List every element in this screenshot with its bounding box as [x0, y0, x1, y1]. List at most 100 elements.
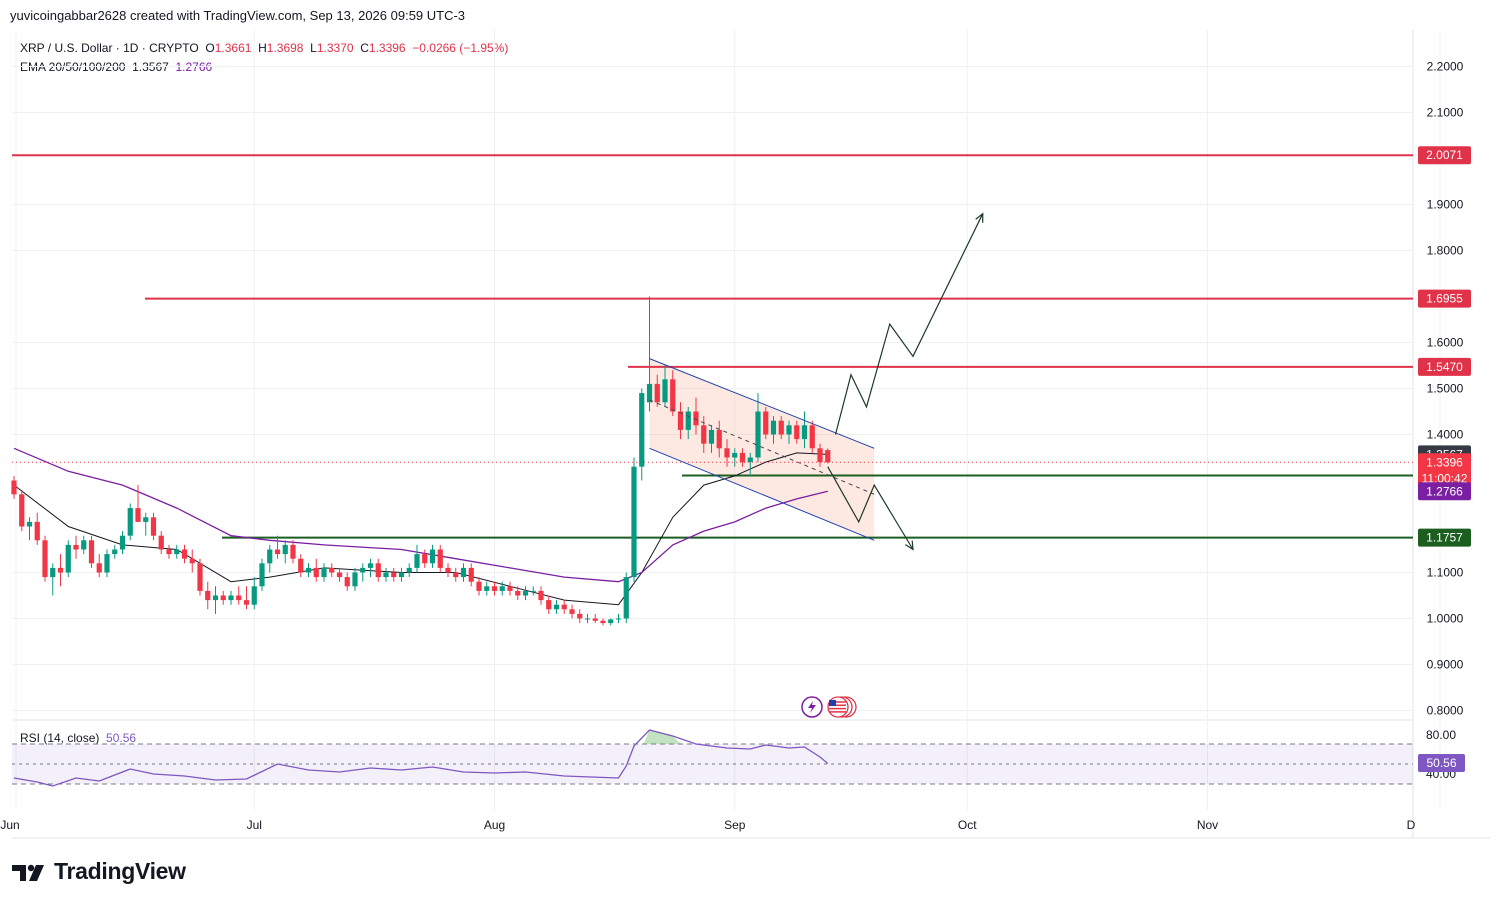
- candle-body: [561, 604, 567, 610]
- candle-body: [181, 549, 188, 559]
- y-tick-label: 1.8000: [1427, 244, 1464, 258]
- candle-body: [336, 572, 343, 578]
- candle-body: [491, 586, 498, 591]
- x-tick-label: Aug: [484, 818, 505, 832]
- candle-body: [794, 425, 800, 440]
- candle-body: [724, 448, 730, 458]
- level-badge: [1418, 289, 1471, 308]
- candle-body: [437, 549, 443, 568]
- y-tick-label: 1.5000: [1427, 382, 1464, 396]
- candle-body: [538, 590, 544, 601]
- y-tick-label: 0.8000: [1427, 704, 1464, 718]
- y-tick-label: 1.1000: [1427, 566, 1464, 580]
- candle-body: [755, 411, 761, 458]
- candle-body: [817, 448, 823, 463]
- rsi-overbought-fill: [643, 730, 681, 744]
- candle-body: [476, 581, 482, 591]
- low-value: 1.3370: [316, 41, 354, 55]
- rsi-line: [13, 729, 829, 787]
- candle-body: [65, 544, 71, 573]
- candle-body: [236, 595, 242, 601]
- x-tick-label: Sep: [724, 818, 746, 832]
- ema-b-line: [13, 447, 828, 583]
- candle-body: [398, 572, 405, 578]
- close-label: C: [360, 41, 369, 55]
- candle-body: [693, 411, 699, 426]
- candle-body: [569, 609, 575, 614]
- ohlc-row: XRP / U.S. Dollar · 1D · CRYPTO O1.3661 …: [20, 39, 508, 58]
- candle-body: [422, 554, 428, 564]
- candles: [11, 296, 831, 626]
- drawings[interactable]: [649, 212, 984, 551]
- x-tick-label: D: [1407, 818, 1416, 832]
- rsi-value: 50.56: [106, 731, 137, 745]
- candle-body: [429, 549, 436, 564]
- candle-body: [104, 554, 110, 573]
- candle-body: [19, 494, 25, 527]
- candle-body: [352, 572, 358, 587]
- candle-body: [654, 383, 660, 403]
- level-badge-text: 1.1757: [1426, 531, 1463, 545]
- change-value: −0.0266 (−1.95%): [412, 41, 509, 55]
- candle-body: [631, 466, 637, 578]
- tradingview-brand[interactable]: TradingView: [12, 858, 186, 885]
- tradingview-logo-icon: [12, 864, 44, 881]
- lightning-bolt-icon: [808, 701, 816, 713]
- candle-body: [127, 508, 133, 536]
- candle-body: [251, 586, 257, 605]
- candle-body: [786, 425, 792, 435]
- open-label: O: [205, 41, 215, 55]
- y-tick-label: 1.9000: [1427, 198, 1464, 212]
- level-badge: [1418, 528, 1471, 547]
- candle-body: [701, 425, 707, 444]
- countdown-text: 11:00:42: [1422, 471, 1468, 485]
- candle-body: [96, 563, 102, 573]
- y-tick-label: 1.6000: [1427, 336, 1464, 350]
- rsi-legend: RSI (14, close) 50.56: [20, 731, 136, 745]
- candle-body: [770, 420, 777, 435]
- candle-body: [778, 420, 784, 435]
- y-tick-label: 2.2000: [1427, 60, 1464, 74]
- candle-body: [375, 563, 381, 578]
- candle-body: [507, 586, 513, 591]
- candle-body: [577, 613, 583, 619]
- candle-body: [274, 549, 281, 555]
- candle-body: [150, 517, 157, 536]
- candle-body: [453, 572, 459, 578]
- channel-mid-line: [649, 399, 875, 495]
- candle-body: [166, 549, 172, 555]
- y-tick-label: 2.1000: [1427, 106, 1464, 120]
- candle-body: [600, 620, 606, 624]
- bearish-projection: [827, 466, 914, 550]
- candle-body: [344, 577, 350, 587]
- horizontal-levels[interactable]: [12, 154, 1413, 539]
- candle-body: [825, 450, 831, 463]
- candle-body: [11, 480, 17, 495]
- candle-body: [313, 567, 319, 578]
- level-badge-text: 2.0071: [1426, 148, 1463, 162]
- candle-body: [484, 586, 490, 591]
- candle-body: [515, 590, 521, 596]
- candle-body: [716, 429, 722, 449]
- y-tick-label: 0.9000: [1427, 658, 1464, 672]
- y-tick-label: 1.0000: [1427, 612, 1464, 626]
- x-tick-label: Jun: [0, 818, 19, 832]
- symbol-name[interactable]: XRP / U.S. Dollar · 1D · CRYPTO: [20, 41, 199, 55]
- candle-body: [321, 567, 327, 578]
- candle-body: [329, 567, 335, 573]
- candle-body: [197, 563, 203, 591]
- candle-body: [801, 425, 808, 440]
- candle-body: [282, 544, 288, 555]
- rsi-label[interactable]: RSI (14, close): [20, 731, 100, 745]
- level-badge: [1418, 146, 1471, 165]
- rsi-badge-text: 50.56: [1426, 756, 1456, 770]
- candle-body: [42, 540, 48, 578]
- axes: 2.2000 2.1000 1.9000 1.8000 1.6000 1.5000 1.40…: [0, 60, 1471, 832]
- event-icons[interactable]: [801, 696, 857, 718]
- candle-body: [34, 521, 40, 541]
- price-badge-text: 1.3396: [1426, 455, 1463, 469]
- candle-body: [414, 554, 420, 568]
- high-label: H: [258, 41, 267, 55]
- candle-body: [739, 452, 746, 463]
